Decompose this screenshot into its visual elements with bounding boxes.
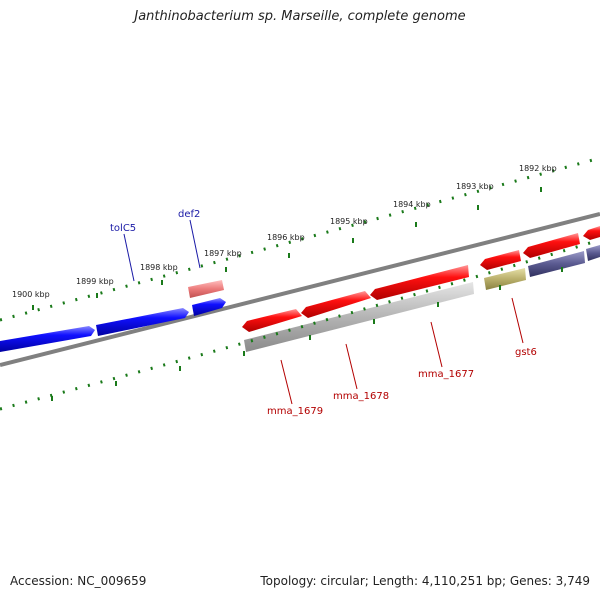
kbp-label: 1900 kbp bbox=[12, 290, 50, 299]
kbp-label: 1896 kbp bbox=[267, 233, 305, 242]
genome-backbone bbox=[0, 212, 600, 367]
cds-feature[interactable] bbox=[188, 280, 224, 298]
cds-feature[interactable] bbox=[96, 308, 189, 336]
cds-feature[interactable] bbox=[242, 309, 302, 332]
gene-label-mma_1677[interactable]: mma_1677 bbox=[418, 369, 474, 380]
kbp-label: 1895 kbp bbox=[330, 217, 368, 226]
leader-line bbox=[280, 359, 293, 405]
kbp-labels: 1900 kbp 1899 kbp 1898 kbp 1897 kbp 1896… bbox=[12, 164, 557, 299]
cds-feature[interactable] bbox=[523, 233, 580, 258]
kbp-label: 1894 kbp bbox=[393, 200, 431, 209]
accession-label: Accession: NC_009659 bbox=[10, 574, 147, 588]
gene-label-mma_1679[interactable]: mma_1679 bbox=[267, 406, 323, 417]
gene-label-tolC5[interactable]: tolC5 bbox=[110, 223, 136, 234]
cds-feature[interactable] bbox=[192, 298, 226, 316]
cds-feature[interactable] bbox=[583, 226, 600, 240]
leader-line bbox=[345, 343, 358, 390]
leader-line bbox=[511, 297, 524, 344]
leader-line bbox=[189, 219, 201, 269]
cds-feature[interactable] bbox=[586, 245, 600, 261]
gene-label-mma_1678[interactable]: mma_1678 bbox=[333, 391, 389, 402]
cds-feature[interactable] bbox=[244, 282, 474, 352]
map-title: Janthinobacterium sp. Marseille, complet… bbox=[134, 9, 466, 24]
cds-feature[interactable] bbox=[0, 326, 95, 352]
cds-feature[interactable] bbox=[370, 265, 469, 300]
kbp-label: 1892 kbp bbox=[519, 164, 557, 173]
kbp-label: 1898 kbp bbox=[140, 263, 178, 272]
cds-feature[interactable] bbox=[480, 250, 521, 270]
genome-summary: Topology: circular; Length: 4,110,251 bp… bbox=[260, 574, 590, 588]
leader-line bbox=[123, 233, 135, 282]
outer-ruler bbox=[0, 156, 600, 322]
leader-line bbox=[430, 321, 443, 368]
gene-label-gst6[interactable]: gst6 bbox=[515, 347, 537, 358]
cds-feature[interactable] bbox=[484, 268, 526, 290]
kbp-label: 1899 kbp bbox=[76, 277, 114, 286]
kbp-label: 1893 kbp bbox=[456, 182, 494, 191]
gene-label-def2[interactable]: def2 bbox=[178, 209, 200, 220]
cds-feature[interactable] bbox=[301, 291, 371, 318]
inner-ruler bbox=[0, 238, 600, 411]
kbp-label: 1897 kbp bbox=[204, 249, 242, 258]
cds-feature[interactable] bbox=[528, 251, 585, 277]
